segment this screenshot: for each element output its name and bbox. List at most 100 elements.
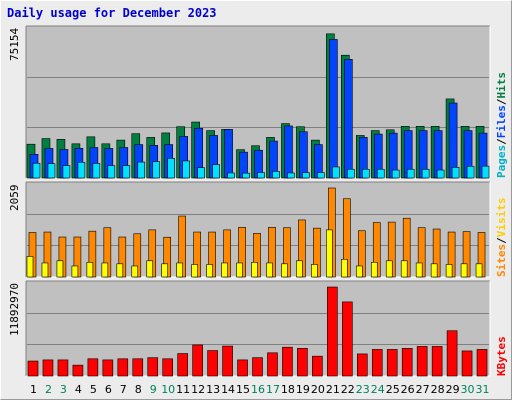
bar-kbytes-day-11 — [177, 353, 188, 377]
day-label-26: 26 — [401, 383, 415, 396]
bar-kbytes-day-12 — [192, 344, 203, 377]
day-label-8: 8 — [135, 383, 142, 396]
bar-kbytes-day-28 — [431, 346, 443, 377]
chart-title: Daily usage for December 2023 — [7, 6, 217, 20]
bar-kbytes-day-6 — [102, 359, 114, 377]
day-label-15: 15 — [236, 383, 250, 396]
bar-visits-day-16 — [251, 262, 258, 278]
legend-sites-visits: Sites/Visits — [495, 198, 508, 278]
legend-text: Pages — [495, 144, 508, 178]
day-label-24: 24 — [371, 383, 385, 396]
bar-kbytes-day-2 — [42, 359, 54, 377]
bar-visits-day-14 — [221, 262, 228, 278]
day-label-7: 7 — [120, 383, 127, 396]
bar-kbytes-day-17 — [267, 352, 278, 377]
bar-kbytes-day-26 — [401, 348, 413, 377]
legend-text: / — [495, 138, 508, 145]
bar-files-day-14 — [224, 129, 233, 179]
bar-visits-day-9 — [146, 260, 154, 278]
day-label-9: 9 — [150, 383, 157, 396]
bar-visits-day-12 — [191, 264, 198, 278]
legend-text: Visits — [495, 197, 508, 238]
day-label-4: 4 — [75, 383, 82, 396]
bar-files-day-22 — [344, 59, 353, 179]
bar-files-day-19 — [299, 131, 308, 179]
bar-pages-day-24 — [376, 168, 385, 179]
bar-files-day-18 — [284, 125, 293, 179]
bar-kbytes-day-4 — [72, 364, 84, 377]
bar-pages-day-11 — [182, 160, 190, 179]
bar-kbytes-day-16 — [252, 357, 263, 377]
bar-kbytes-day-10 — [162, 358, 174, 377]
bar-visits-day-7 — [116, 263, 124, 278]
bar-pages-day-14 — [227, 172, 235, 179]
day-label-1: 1 — [30, 383, 37, 396]
bar-visits-day-18 — [281, 263, 288, 278]
day-label-21: 21 — [326, 383, 340, 396]
day-label-30: 30 — [461, 383, 475, 396]
bar-pages-day-17 — [272, 171, 280, 179]
bar-pages-day-25 — [391, 169, 400, 179]
bar-pages-day-18 — [287, 172, 295, 179]
bar-visits-day-25 — [385, 260, 393, 278]
legend-text: / — [495, 98, 508, 106]
bar-kbytes-day-27 — [416, 346, 428, 377]
bar-pages-day-7 — [122, 165, 131, 179]
bar-visits-day-28 — [430, 263, 438, 278]
legend-pages-files-hits: Pages/Files/Hits — [495, 72, 508, 178]
bar-kbytes-day-15 — [237, 359, 248, 377]
bar-kbytes-day-5 — [87, 358, 99, 377]
bar-visits-day-10 — [161, 263, 169, 278]
bar-pages-day-9 — [152, 161, 161, 179]
bar-pages-day-28 — [436, 169, 445, 179]
bar-pages-day-15 — [242, 172, 250, 179]
bar-kbytes-day-3 — [57, 359, 69, 377]
bar-pages-day-13 — [212, 164, 220, 179]
bar-visits-day-30 — [460, 263, 468, 278]
bar-visits-day-17 — [266, 262, 273, 278]
y-max-label-kbytes: 11892970 — [8, 283, 21, 336]
day-label-16: 16 — [251, 383, 265, 396]
y-max-label-visits: 2059 — [8, 184, 21, 212]
day-label-2: 2 — [45, 383, 52, 396]
bar-visits-day-19 — [296, 260, 303, 278]
bar-kbytes-day-8 — [132, 358, 144, 377]
bar-visits-day-31 — [475, 263, 483, 278]
bar-visits-day-8 — [131, 265, 139, 278]
legend-text: Sites — [495, 243, 508, 277]
day-label-25: 25 — [386, 383, 400, 396]
bar-kbytes-day-29 — [446, 330, 458, 377]
bar-pages-day-3 — [62, 165, 71, 179]
bar-pages-day-22 — [347, 168, 355, 179]
day-label-23: 23 — [356, 383, 370, 396]
day-label-11: 11 — [176, 383, 190, 396]
bar-visits-day-6 — [101, 262, 109, 278]
bar-visits-day-27 — [415, 262, 423, 278]
bar-kbytes-day-19 — [297, 348, 308, 377]
bar-pages-day-2 — [47, 163, 56, 179]
bar-pages-day-21 — [332, 166, 340, 179]
day-label-29: 29 — [446, 383, 460, 396]
bar-kbytes-day-13 — [207, 350, 218, 377]
bar-visits-day-26 — [400, 260, 408, 278]
day-label-13: 13 — [206, 383, 220, 396]
bar-pages-day-10 — [167, 158, 176, 179]
day-label-20: 20 — [311, 383, 325, 396]
legend-text: / — [495, 237, 508, 244]
bar-visits-day-20 — [311, 264, 318, 278]
bar-pages-day-26 — [406, 168, 415, 179]
bar-visits-day-3 — [56, 260, 64, 278]
bar-visits-day-5 — [86, 262, 94, 278]
day-label-14: 14 — [221, 383, 235, 396]
bar-pages-day-12 — [197, 167, 205, 179]
bar-visits-day-13 — [206, 264, 213, 278]
bar-pages-day-16 — [257, 172, 265, 179]
bar-pages-day-19 — [302, 172, 310, 179]
day-label-19: 19 — [296, 383, 310, 396]
bar-pages-day-23 — [361, 168, 370, 179]
legend-text: KBytes — [495, 336, 508, 376]
day-label-3: 3 — [60, 383, 67, 396]
bar-pages-day-20 — [317, 172, 325, 179]
y-max-label-hits: 75154 — [8, 27, 21, 61]
